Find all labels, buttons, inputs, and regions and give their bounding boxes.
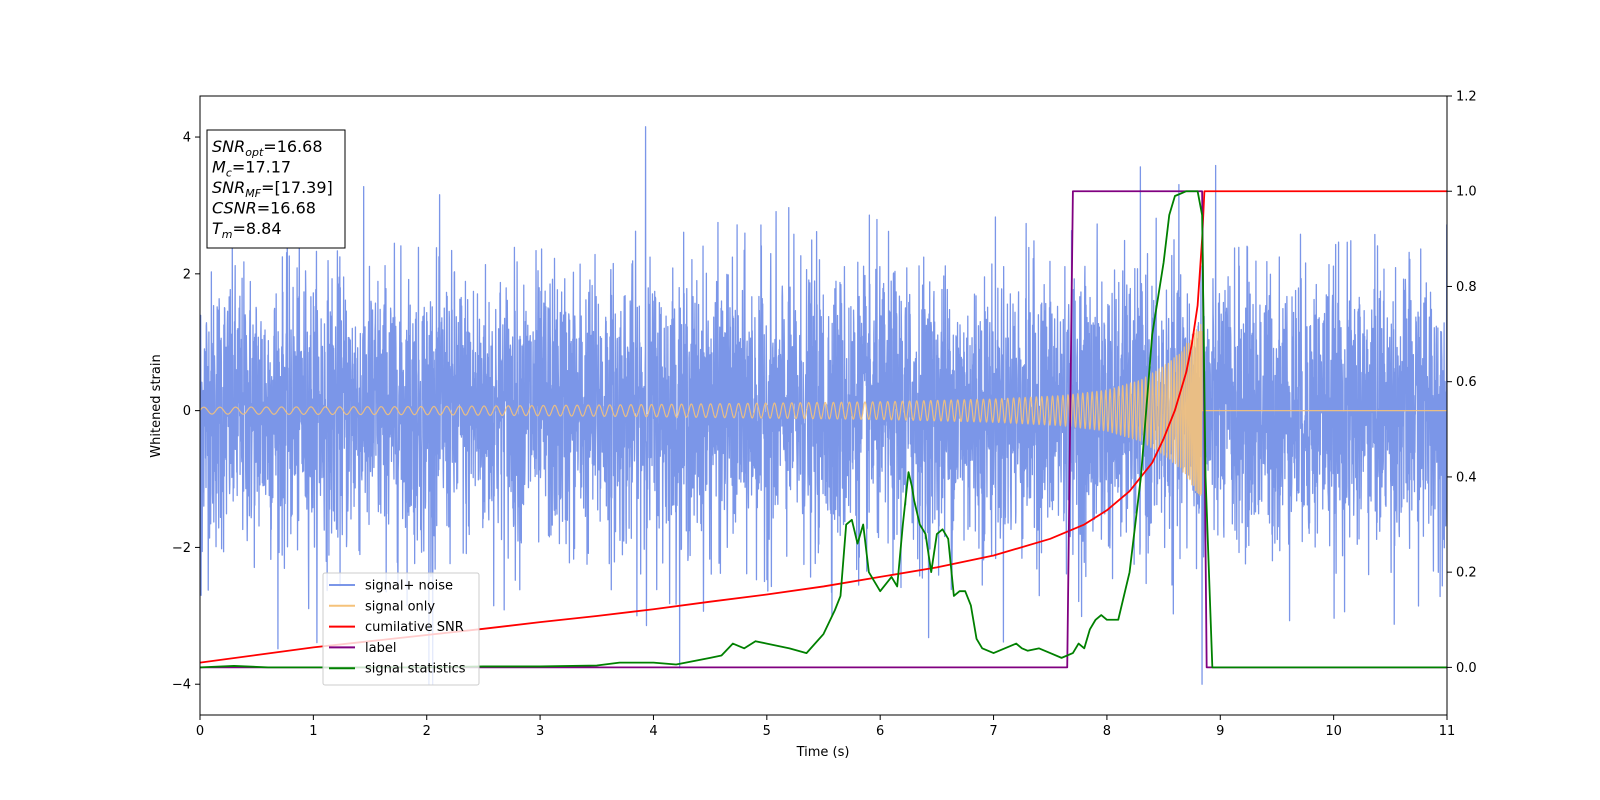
- annotation-subscript: m: [222, 228, 233, 241]
- legend-label: signal statistics: [365, 662, 466, 677]
- y2-tick-label: 0.0: [1456, 661, 1477, 676]
- y2-tick-label: 0.8: [1456, 280, 1477, 295]
- legend-label: signal only: [365, 599, 435, 614]
- y-tick-label: −4: [172, 678, 191, 693]
- annotation-line: Tm=8.84: [212, 219, 282, 241]
- x-tick-label: 0: [196, 724, 204, 739]
- annotation-line: SNRMF=[17.39]: [212, 178, 333, 200]
- annotation-value: =16.68: [263, 137, 322, 156]
- metrics-annotation-box: SNRopt=16.68Mc=17.17SNRMF=[17.39]CSNR=16…: [206, 129, 346, 249]
- annotation-value: =17.17: [232, 158, 291, 177]
- x-tick-label: 11: [1439, 724, 1456, 739]
- annotation-line: SNRopt=16.68: [212, 137, 323, 159]
- y-tick-label: −2: [172, 541, 191, 556]
- legend: signal+ noise signal only cumilative SNR la…: [322, 572, 480, 686]
- x-tick-label: 10: [1325, 724, 1342, 739]
- series-line-signal-noise: [200, 126, 1447, 685]
- annotation-line: Mc=17.17: [212, 158, 291, 180]
- x-tick-label: 7: [989, 724, 997, 739]
- annotation-subscript: c: [226, 167, 232, 180]
- annotation-line: CSNR=16.68: [212, 199, 316, 218]
- y2-tick-label: 0.4: [1456, 470, 1477, 485]
- series-line-signal-statistics: [200, 190, 1447, 669]
- y-tick-label: 0: [183, 404, 191, 419]
- x-axis-label: Time (s): [796, 745, 850, 760]
- x-axis: 0 1 2 3 4 5 6 7 8 9 10 11: [196, 715, 1455, 739]
- legend-label: label: [365, 641, 396, 656]
- y-axis-left: −4 −2 0 2 4: [172, 131, 200, 693]
- annotation-box: [206, 129, 346, 249]
- y2-tick-label: 1.2: [1456, 90, 1477, 105]
- annotation-symbol: M: [212, 158, 226, 177]
- annotation-value: =8.84: [233, 219, 282, 238]
- annotation-subscript: MF: [245, 187, 261, 200]
- x-tick-label: 6: [876, 724, 884, 739]
- y2-tick-label: 0.2: [1456, 566, 1477, 581]
- y-axis-right: 0.0 0.2 0.4 0.6 0.8 1.0 1.2: [1447, 90, 1477, 676]
- x-tick-label: 2: [423, 724, 431, 739]
- x-tick-label: 3: [536, 724, 544, 739]
- annotation-symbol: T: [212, 219, 223, 238]
- y-tick-label: 2: [183, 267, 191, 282]
- x-tick-label: 5: [763, 724, 771, 739]
- annotation-value: =[17.39]: [261, 178, 333, 197]
- y-axis-label: Whitened strain: [149, 354, 164, 457]
- annotation-subscript: opt: [245, 146, 264, 159]
- y2-tick-label: 1.0: [1456, 185, 1477, 200]
- annotation-symbol: SNR: [212, 137, 245, 156]
- legend-label: signal+ noise: [365, 579, 453, 594]
- plot-frame: [199, 95, 1448, 716]
- y2-tick-label: 0.6: [1456, 375, 1477, 390]
- y-tick-label: 4: [183, 131, 191, 146]
- legend-box: [322, 572, 480, 686]
- x-tick-label: 4: [649, 724, 657, 739]
- series-line-signal-only: [200, 323, 1447, 496]
- x-tick-label: 1: [309, 724, 317, 739]
- annotation-value: =16.68: [257, 199, 316, 218]
- x-tick-label: 9: [1216, 724, 1224, 739]
- annotation-symbol: CSNR: [212, 199, 257, 218]
- annotation-symbol: SNR: [212, 178, 245, 197]
- x-tick-label: 8: [1103, 724, 1111, 739]
- legend-label: cumilative SNR: [365, 620, 464, 635]
